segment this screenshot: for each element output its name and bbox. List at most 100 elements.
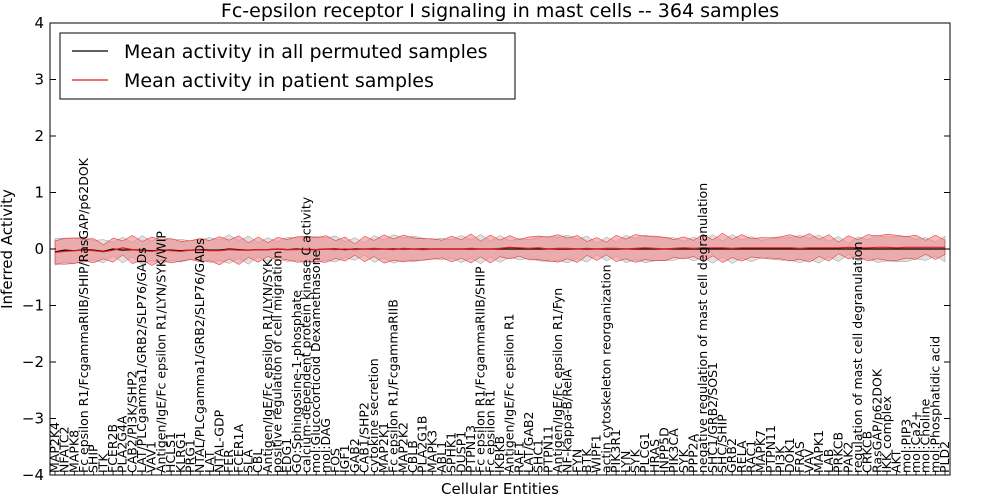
x-tick-label: GO:Sphingosine-1-phosphate [289, 290, 304, 473]
x-tick-label: WIPF1 [589, 434, 604, 473]
x-tick-label: GAB2 [347, 438, 362, 473]
x-tick-label: LAT [202, 450, 217, 473]
y-tick-label: −3 [22, 410, 44, 428]
x-tick-label: regulation of mast cell degranulation [850, 242, 865, 473]
x-tick-label: PTPN13 [463, 425, 478, 473]
x-tick-label: PLCG1 [637, 432, 652, 473]
x-tick-label: actin cytoskeleton reorganization [598, 264, 613, 473]
x-tick-label: PTPN11 [540, 425, 555, 473]
x-tick-label: SYK [676, 448, 691, 473]
x-tick-label: AKT [889, 449, 904, 473]
x-tick-label: IKK complex [879, 396, 894, 473]
y-tick-label: 3 [34, 71, 44, 89]
x-tick-label: PPP2A [686, 433, 701, 473]
x-tick-label: CBLB [405, 440, 420, 473]
x-tick-label: FCER1A [231, 424, 246, 473]
x-tick-label: SHC/SHIP [715, 414, 730, 473]
x-tick-label: NFATC2 [57, 426, 72, 473]
x-tick-label: LAT/PLCgamma1/GRB2/SLP76/GADs [134, 247, 149, 473]
x-tick-label: NTAL-GDP [212, 409, 227, 473]
x-tick-label: PAK2 [840, 442, 855, 473]
x-tick-label: Fc epsilon R1/FcgammaRIIB/SHIP/RasGAP/p6… [76, 157, 91, 473]
legend-box [59, 32, 516, 100]
x-axis-label: Cellular Entities [441, 480, 559, 498]
y-tick-label: −4 [22, 466, 44, 484]
series-line-1 [54, 246, 945, 253]
x-tick-label: PRKCB [831, 432, 846, 473]
x-tick-label: FCER2B [105, 424, 120, 473]
x-tick-label: MAPK1 [811, 430, 826, 473]
x-tick-label: VAV1 [144, 441, 159, 473]
x-tick-label: CAB2/PI3K/SHP2 [124, 371, 139, 473]
y-tick-label: 1 [34, 184, 44, 202]
x-tick-label: INPP5D [657, 427, 672, 473]
x-tick-label: HCLS1 [163, 432, 178, 473]
y-tick-label: 2 [34, 127, 44, 145]
x-tick-label: PIK3CA [666, 428, 681, 473]
x-tick-label: PRG1 [182, 439, 197, 473]
x-tick-label: MAP2K2 [395, 422, 410, 473]
x-tick-label: RasGAP/p62DOK [869, 368, 884, 473]
x-tick-label: ABL1 [434, 441, 449, 473]
y-tick-label: −2 [22, 353, 44, 371]
x-tick-label: DOK1 [782, 437, 797, 473]
x-tick-label: CAB1/SHP2 [357, 402, 372, 473]
x-tick-label: Antigen/IgE/Fc epsilon R1/LYN/SYK/WIP [153, 231, 168, 473]
x-tick-label: PIK3R1 [608, 429, 623, 473]
x-tick-label: SYK [627, 448, 642, 473]
x-tick-label: SHC1/GRB2/SOS1 [705, 362, 720, 473]
x-tick-label: BTK [579, 448, 594, 473]
x-tick-label: DUSP1 [453, 431, 468, 473]
x-tick-label: MAPK8 [66, 430, 81, 473]
x-tick-label: mol:PIP3 [898, 419, 913, 473]
x-tick-label: IKBKB [492, 436, 507, 473]
x-tick-label: FOS [328, 448, 343, 473]
x-tick-label: RELA [734, 440, 749, 473]
y-tick-label: −1 [22, 297, 44, 315]
x-tick-label: SPHK1 [444, 432, 459, 473]
x-tick-label: KLRG1 [173, 432, 188, 474]
x-tick-label: Fc epsilon R1/FcgammaRIIB/SHIP [473, 266, 488, 473]
x-tick-label: EDG1 [279, 438, 294, 473]
y-axis-label: Inferred Activity [0, 189, 16, 309]
x-tick-label: mol:Phosphatidic acid [927, 336, 942, 473]
x-tick-label: HRAS [647, 439, 662, 473]
legend: Mean activity in all permuted samples Mea… [59, 32, 516, 100]
y-tick-label: 0 [34, 240, 44, 258]
x-tick-label: PLA2G1B [415, 415, 430, 473]
x-tick-label: mol:DAG [318, 418, 333, 473]
x-tick-label: mol:Glucocorticoid Dexamethasone [308, 249, 323, 473]
x-tick-label: PLA2G4A [115, 415, 130, 473]
x-tick-label: RAC1 [744, 440, 759, 473]
x-tick-label: calcium-dependent protein kinase C activ… [299, 196, 314, 473]
x-tick-label: PI3K [773, 445, 788, 473]
x-tick-label: SHIP [86, 444, 101, 473]
x-tick-label: LYN [618, 451, 633, 473]
x-tick-label: positive regulation of cell migration [270, 251, 285, 473]
y-tick-label: 4 [34, 14, 44, 32]
chart-title: Fc-epsilon receptor I signaling in mast … [221, 0, 779, 22]
x-tick-label: LAB [821, 449, 836, 473]
x-tick-label: SHC1 [531, 439, 546, 473]
x-tick-label: PLD2 [937, 441, 952, 473]
x-tick-label: Antigen/IgE/Fc epsilon R1 [502, 313, 517, 473]
x-tick-label: SLA [241, 449, 256, 473]
x-tick-label: PTPN11 [763, 425, 778, 473]
x-tick-label: CRKCB [860, 431, 875, 473]
x-tick-label: VAV [802, 448, 817, 473]
x-tick-label: Antigen/IgE/Fc epsilon R1/Fyn [550, 288, 565, 473]
x-tick-label: IGF1 [337, 444, 352, 473]
x-tick-label: NF-kappa-B/RelA [560, 369, 575, 473]
x-tick-label: MAP2K1 [376, 422, 391, 473]
x-tick-label: RAF1 [511, 441, 526, 473]
x-tick-label: mol:Choline [918, 398, 933, 473]
x-tick-label: FYN [569, 449, 584, 473]
legend-label-0: Mean activity in all permuted samples [124, 41, 487, 63]
x-tick-label: Fc epsilon R1 [482, 390, 497, 473]
x-tick-label: LAT/GAB2 [521, 412, 536, 473]
x-tick-label: mol:Ca2+ [908, 411, 923, 473]
x-tick-label: CBL [250, 449, 265, 473]
x-tick-label: cytokine secretion [366, 358, 381, 473]
x-tick-label: FER [221, 449, 236, 473]
